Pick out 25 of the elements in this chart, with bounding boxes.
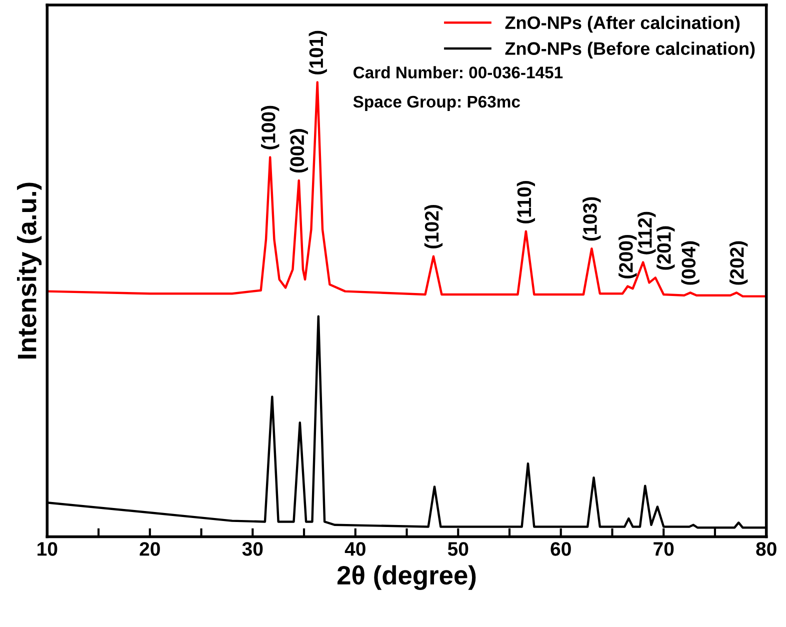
legend-label: ZnO-NPs (Before calcination) (505, 42, 755, 59)
x-tick-label: 20 (140, 542, 160, 556)
x-tick-label: 10 (38, 542, 58, 556)
annotation: (202) (730, 241, 748, 285)
legend-label: ZnO-NPs (After calcination) (505, 16, 740, 33)
x-tick-label: 60 (550, 542, 571, 556)
annotation: (101) (308, 30, 327, 74)
x-tick-label: 40 (344, 542, 366, 556)
x-axis-title: 2θ (degree) (337, 565, 476, 590)
x-tick-label: 50 (448, 542, 468, 556)
annotation: (201) (656, 226, 675, 270)
annotation: (100) (261, 106, 280, 150)
text: Card Number: 00-036-1451 (354, 66, 563, 78)
annotation: Space Group: P63mc (353, 96, 520, 111)
annotation: (102) (424, 204, 443, 248)
annotation: (004) (681, 241, 700, 285)
annotation: (200) (618, 234, 637, 278)
annotation: (103) (582, 197, 601, 241)
x-tick-label: 70 (654, 542, 674, 556)
annotation: (002) (290, 129, 308, 173)
x-tick-label: 80 (756, 542, 776, 556)
x-tick-label: 30 (242, 542, 263, 556)
annotation: (110) (516, 181, 535, 224)
y-axis-title: Intensity (a.u.) (17, 182, 42, 359)
annotation: (112) (638, 212, 656, 254)
